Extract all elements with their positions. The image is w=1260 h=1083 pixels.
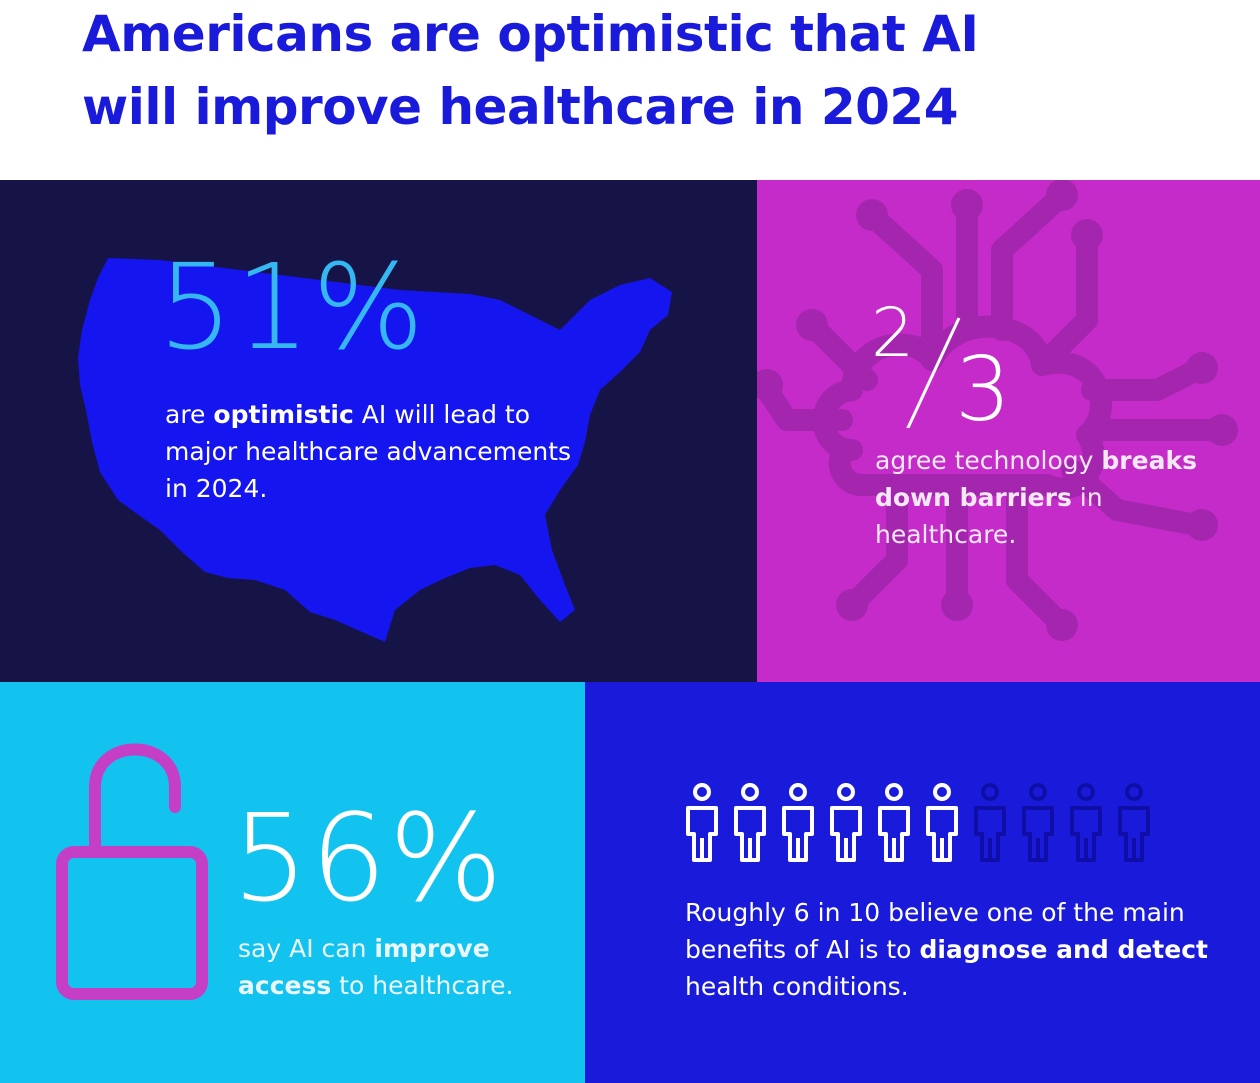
stat-51-percent: 51% bbox=[158, 238, 427, 376]
barriers-panel: 2 3 agree technology breaks down barrier… bbox=[757, 180, 1260, 682]
person-icon bbox=[830, 783, 862, 862]
access-panel: 56% say AI can improve access to healthc… bbox=[0, 682, 585, 1083]
person-icon bbox=[1118, 783, 1150, 862]
people-row bbox=[686, 783, 1150, 862]
diagnose-panel: Roughly 6 in 10 believe one of the main … bbox=[585, 682, 1260, 1083]
fraction-slash bbox=[906, 317, 961, 428]
fraction-denominator: 3 bbox=[955, 338, 1011, 441]
page-title-line-1: Americans are optimistic that AI bbox=[82, 5, 979, 63]
person-icon bbox=[974, 783, 1006, 862]
fraction-numerator: 2 bbox=[871, 294, 915, 373]
us-map-icon bbox=[78, 258, 672, 642]
access-caption: say AI can improve access to healthcare. bbox=[238, 934, 514, 1000]
page-title-line-2: will improve healthcare in 2024 bbox=[82, 78, 959, 136]
diagnose-caption: Roughly 6 in 10 believe one of the main … bbox=[685, 898, 1208, 1001]
optimism-panel: 51% are optimistic AI will lead to major… bbox=[0, 180, 757, 682]
circuit-cloud-icon bbox=[757, 180, 1238, 641]
stat-56-percent: 56% bbox=[232, 790, 505, 929]
stat-two-thirds: 2 3 bbox=[867, 294, 1037, 441]
person-icon bbox=[734, 783, 766, 862]
header: Americans are optimistic that AI will im… bbox=[0, 0, 1260, 180]
person-icon bbox=[926, 783, 958, 862]
unlocked-padlock-icon bbox=[56, 743, 208, 1000]
person-icon bbox=[782, 783, 814, 862]
person-icon bbox=[1022, 783, 1054, 862]
person-icon bbox=[686, 783, 718, 862]
person-icon bbox=[878, 783, 910, 862]
optimism-caption: are optimistic AI will lead to major hea… bbox=[165, 400, 572, 503]
barriers-caption: agree technology breaks down barriers in… bbox=[875, 446, 1197, 549]
person-icon bbox=[1070, 783, 1102, 862]
